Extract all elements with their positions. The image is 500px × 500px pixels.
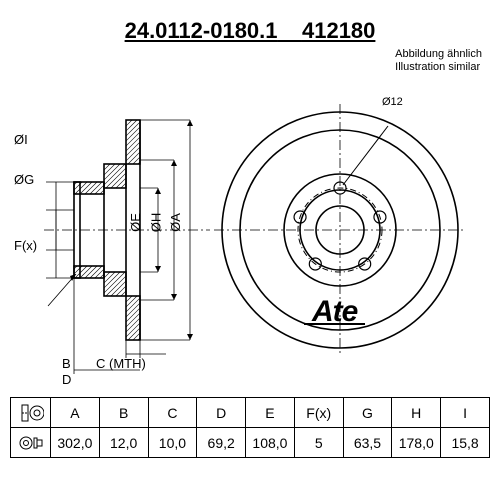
bolt-icon bbox=[18, 433, 44, 453]
table-row: 302,0 12,0 10,0 69,2 108,0 5 63,5 178,0 … bbox=[11, 428, 490, 458]
col-header: G bbox=[343, 398, 392, 428]
cell: 15,8 bbox=[441, 428, 490, 458]
icon-cell-bolt bbox=[11, 428, 51, 458]
brand-logo: Ate bbox=[312, 295, 357, 329]
dim-label-a: ØA bbox=[168, 213, 183, 232]
cell: 69,2 bbox=[197, 428, 246, 458]
spec-table: A B C D E F(x) G H I 302,0 12,0 10,0 bbox=[10, 397, 490, 458]
col-header: B bbox=[99, 398, 148, 428]
col-header: D bbox=[197, 398, 246, 428]
cell: 63,5 bbox=[343, 428, 392, 458]
icon-header-disc bbox=[11, 398, 51, 428]
dim-label-b: B bbox=[62, 356, 71, 371]
short-code: 412180 bbox=[302, 18, 375, 43]
col-header: I bbox=[441, 398, 490, 428]
technical-diagram bbox=[0, 50, 500, 380]
cell: 178,0 bbox=[392, 428, 441, 458]
part-number: 24.0112-0180.1 bbox=[125, 18, 278, 43]
cell: 12,0 bbox=[99, 428, 148, 458]
dim-label-g: ØG bbox=[14, 172, 34, 187]
cell: 302,0 bbox=[51, 428, 100, 458]
dim-label-h: ØH bbox=[148, 213, 163, 233]
col-header: A bbox=[51, 398, 100, 428]
col-header: H bbox=[392, 398, 441, 428]
disc-icon bbox=[18, 403, 44, 423]
dim-label-f: F(x) bbox=[14, 238, 37, 253]
cell: 10,0 bbox=[148, 428, 197, 458]
col-header: F(x) bbox=[294, 398, 343, 428]
cell: 5 bbox=[294, 428, 343, 458]
dim-label-e: ØE bbox=[128, 213, 143, 232]
cell: 108,0 bbox=[246, 428, 295, 458]
table-header-row: A B C D E F(x) G H I bbox=[11, 398, 490, 428]
dim-label-bolt: Ø12 bbox=[382, 96, 403, 108]
dim-label-i: ØI bbox=[14, 132, 28, 147]
header: 24.0112-0180.1 412180 bbox=[0, 18, 500, 44]
col-header: E bbox=[246, 398, 295, 428]
dim-label-d: D bbox=[62, 372, 71, 387]
dim-label-c: C (MTH) bbox=[96, 356, 146, 371]
col-header: C bbox=[148, 398, 197, 428]
